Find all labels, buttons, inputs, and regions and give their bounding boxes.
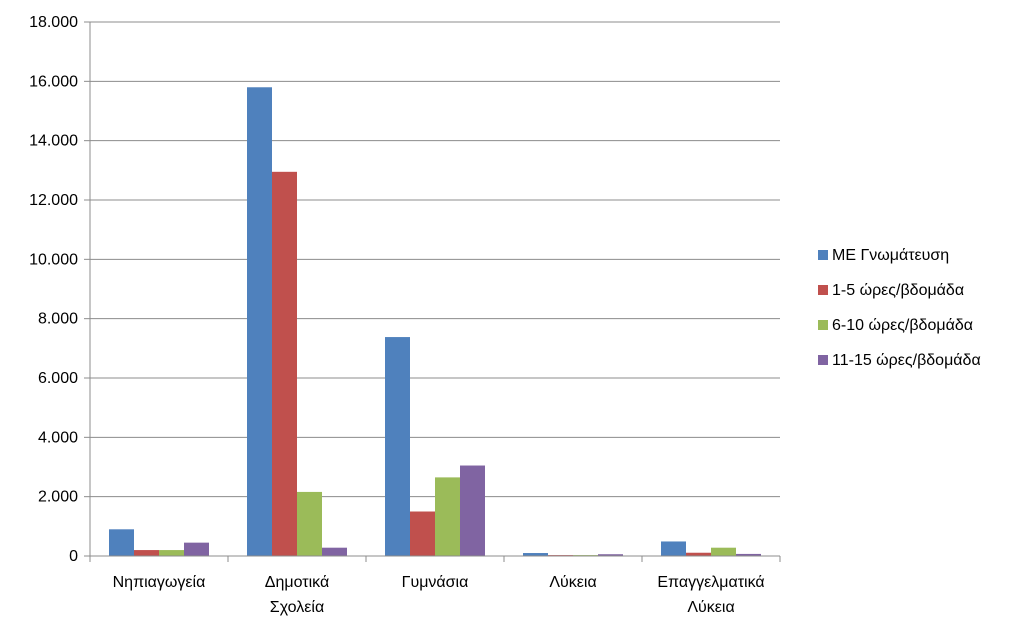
y-tick-label: 8.000 (38, 311, 78, 328)
bar (736, 553, 761, 556)
x-tick-label: Δημοτικά (265, 574, 329, 591)
bar (460, 465, 485, 556)
y-tick-label: 6.000 (38, 370, 78, 387)
bars (109, 87, 761, 557)
x-tick-label: Γυμνάσια (402, 574, 469, 591)
bar (598, 554, 623, 556)
y-axis-tick-labels: 0 2.000 4.000 6.000 8.000 10.000 12.000 14.000 1… (29, 14, 78, 565)
legend-swatch (818, 320, 828, 330)
bar (184, 542, 209, 556)
bar (297, 491, 322, 556)
legend-label: 6-10 ώρες/βδομάδα (832, 317, 973, 334)
legend-label: 1-5 ώρες/βδομάδα (832, 282, 964, 299)
bar (247, 87, 272, 557)
y-tick-label: 18.000 (29, 14, 78, 31)
y-tick-label: 16.000 (29, 73, 78, 90)
y-tick-label: 2.000 (38, 489, 78, 506)
x-tick-label: Επαγγελματικά (657, 574, 764, 591)
bar (686, 552, 711, 556)
y-tick-label: 12.000 (29, 192, 78, 209)
x-tick-label: Λύκεια (549, 574, 596, 591)
bar (435, 477, 460, 556)
gridlines (90, 21, 780, 498)
x-tick-label: Νηπιαγωγεία (113, 574, 206, 591)
x-tick-label: Λύκεια (687, 599, 734, 616)
y-tick-label: 14.000 (29, 133, 78, 150)
legend-label: ΜΕ Γνωμάτευση (832, 247, 949, 264)
bar (109, 529, 134, 556)
y-tick-label: 0 (69, 548, 78, 565)
x-axis-tick-labels: Νηπιαγωγεία Δημοτικά Σχολεία Γυμνάσια Λύκεια… (113, 574, 765, 616)
bar (385, 337, 410, 556)
bar (410, 511, 435, 556)
axes (84, 21, 781, 562)
bar (134, 550, 159, 556)
bar (322, 547, 347, 556)
bar (523, 553, 548, 556)
bar (159, 550, 184, 556)
legend-swatch (818, 285, 828, 295)
legend: ΜΕ Γνωμάτευση 1-5 ώρες/βδομάδα 6-10 ώρες/β… (818, 247, 981, 369)
y-tick-label: 10.000 (29, 251, 78, 268)
legend-swatch (818, 250, 828, 260)
legend-label: 11-15 ώρες/βδομάδα (832, 352, 981, 369)
y-tick-label: 4.000 (38, 429, 78, 446)
legend-swatch (818, 355, 828, 365)
x-tick-label: Σχολεία (270, 599, 324, 616)
bar (711, 547, 736, 556)
bar (661, 541, 686, 556)
bar (272, 171, 297, 557)
